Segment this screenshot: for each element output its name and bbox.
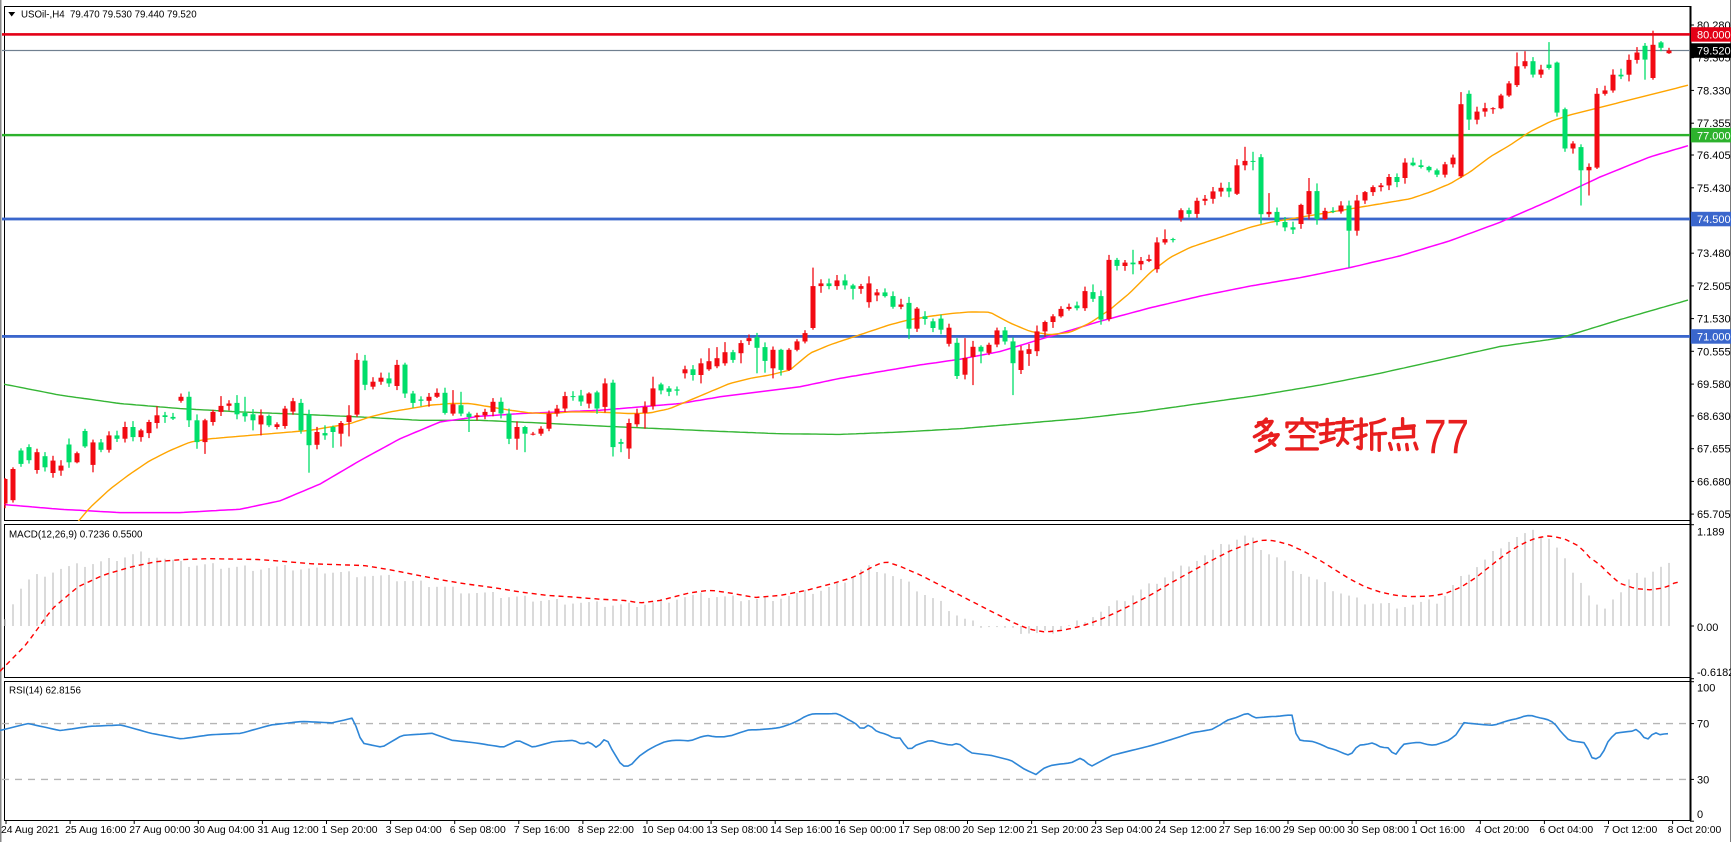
svg-text:10 Sep 04:00: 10 Sep 04:00 bbox=[642, 825, 704, 836]
svg-text:1.189: 1.189 bbox=[1697, 527, 1725, 539]
svg-text:USOil-,H4 79.470 79.530 79.44: USOil-,H4 79.470 79.530 79.440 79.520 bbox=[21, 10, 197, 21]
svg-text:21 Sep 20:00: 21 Sep 20:00 bbox=[1027, 825, 1089, 836]
svg-text:8 Sep 22:00: 8 Sep 22:00 bbox=[578, 825, 634, 836]
svg-text:69.580: 69.580 bbox=[1697, 379, 1731, 391]
svg-text:79.520: 79.520 bbox=[1697, 46, 1731, 58]
svg-text:0.00: 0.00 bbox=[1697, 622, 1718, 634]
svg-text:30 Sep 08:00: 30 Sep 08:00 bbox=[1347, 825, 1409, 836]
svg-text:76.405: 76.405 bbox=[1697, 150, 1731, 162]
svg-text:68.630: 68.630 bbox=[1697, 411, 1731, 423]
svg-text:8 Oct 20:00: 8 Oct 20:00 bbox=[1668, 825, 1722, 836]
svg-text:74.500: 74.500 bbox=[1697, 214, 1731, 226]
svg-text:23 Sep 04:00: 23 Sep 04:00 bbox=[1091, 825, 1153, 836]
svg-text:77: 77 bbox=[1424, 411, 1469, 464]
svg-text:13 Sep 08:00: 13 Sep 08:00 bbox=[706, 825, 768, 836]
svg-text:MACD(12,26,9) 0.7236 0.5500: MACD(12,26,9) 0.7236 0.5500 bbox=[9, 530, 143, 541]
svg-text:77.000: 77.000 bbox=[1697, 130, 1731, 142]
svg-text:31 Aug 12:00: 31 Aug 12:00 bbox=[257, 825, 318, 836]
svg-text:27 Sep 16:00: 27 Sep 16:00 bbox=[1219, 825, 1281, 836]
svg-text:100: 100 bbox=[1697, 683, 1715, 695]
svg-text:67.655: 67.655 bbox=[1697, 444, 1731, 456]
svg-text:80.000: 80.000 bbox=[1697, 30, 1731, 42]
svg-text:66.680: 66.680 bbox=[1697, 476, 1731, 488]
svg-text:6 Oct 04:00: 6 Oct 04:00 bbox=[1539, 825, 1593, 836]
svg-text:72.505: 72.505 bbox=[1697, 281, 1731, 293]
svg-text:71.530: 71.530 bbox=[1697, 314, 1731, 326]
svg-text:77.355: 77.355 bbox=[1697, 118, 1731, 130]
svg-text:17 Sep 08:00: 17 Sep 08:00 bbox=[898, 825, 960, 836]
svg-text:0: 0 bbox=[1697, 809, 1703, 821]
svg-text:4 Oct 20:00: 4 Oct 20:00 bbox=[1475, 825, 1529, 836]
svg-text:75.430: 75.430 bbox=[1697, 183, 1731, 195]
svg-text:79.305: 79.305 bbox=[1697, 53, 1731, 65]
svg-text:24 Sep 12:00: 24 Sep 12:00 bbox=[1155, 825, 1217, 836]
svg-text:14 Sep 16:00: 14 Sep 16:00 bbox=[770, 825, 832, 836]
svg-text:16 Sep 00:00: 16 Sep 00:00 bbox=[834, 825, 896, 836]
svg-text:78.330: 78.330 bbox=[1697, 85, 1731, 97]
svg-text:3 Sep 04:00: 3 Sep 04:00 bbox=[386, 825, 442, 836]
svg-text:73.480: 73.480 bbox=[1697, 248, 1731, 260]
svg-text:24 Aug 2021: 24 Aug 2021 bbox=[1, 825, 60, 836]
svg-text:27 Aug 00:00: 27 Aug 00:00 bbox=[129, 825, 190, 836]
svg-text:71.000: 71.000 bbox=[1697, 332, 1731, 344]
svg-text:7 Oct 12:00: 7 Oct 12:00 bbox=[1604, 825, 1658, 836]
svg-text:65.705: 65.705 bbox=[1697, 509, 1731, 521]
svg-text:7 Sep 16:00: 7 Sep 16:00 bbox=[514, 825, 570, 836]
svg-text:30: 30 bbox=[1697, 775, 1709, 787]
svg-text:6 Sep 08:00: 6 Sep 08:00 bbox=[450, 825, 506, 836]
svg-text:-0.6182: -0.6182 bbox=[1697, 667, 1731, 679]
svg-text:29 Sep 00:00: 29 Sep 00:00 bbox=[1283, 825, 1345, 836]
svg-text:25 Aug 16:00: 25 Aug 16:00 bbox=[65, 825, 126, 836]
svg-text:1 Sep 20:00: 1 Sep 20:00 bbox=[322, 825, 378, 836]
svg-text:70.555: 70.555 bbox=[1697, 346, 1731, 358]
svg-text:1 Oct 16:00: 1 Oct 16:00 bbox=[1411, 825, 1465, 836]
svg-text:20 Sep 12:00: 20 Sep 12:00 bbox=[963, 825, 1025, 836]
svg-text:70: 70 bbox=[1697, 719, 1709, 731]
svg-text:30 Aug 04:00: 30 Aug 04:00 bbox=[193, 825, 254, 836]
svg-text:RSI(14) 62.8156: RSI(14) 62.8156 bbox=[9, 686, 81, 697]
